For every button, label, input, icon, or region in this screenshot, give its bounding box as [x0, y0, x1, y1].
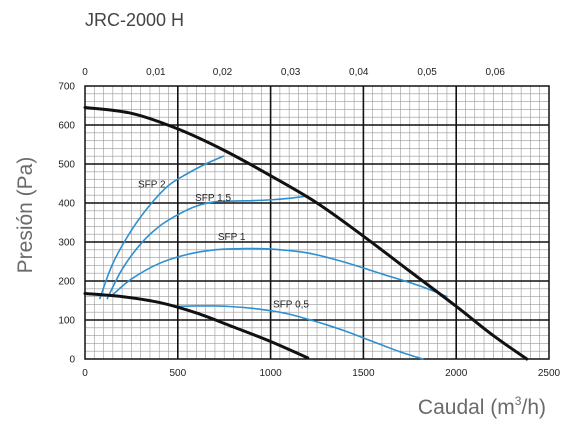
x-tick-label: 1000: [259, 368, 282, 379]
y-axis-title: Presión (Pa): [14, 157, 37, 274]
x-axis-ticks: 0 500 1000 1500 2000 2500: [82, 368, 560, 379]
x-tick-label: 2000: [445, 368, 468, 379]
x-axis-title: Caudal (m3/h): [418, 394, 546, 419]
x-axis-title-end: /h): [521, 396, 546, 419]
sfp-curve-label: SFP 2: [138, 179, 166, 190]
x-tick-label: 500: [169, 368, 186, 379]
x-axis-title-main: Caudal (m: [418, 396, 515, 419]
top-tick-label: 0,04: [349, 67, 369, 78]
sfp-curve-label: SFP 0,5: [273, 300, 309, 311]
plot-frame: [84, 85, 550, 360]
x-axis-title-superscript: 3: [515, 394, 522, 408]
x-tick-label: 0: [82, 368, 88, 379]
y-tick-label: 200: [58, 277, 75, 288]
series-label-layer: SFP 2 SFP 1,5 SFP 1 SFP 0,5: [138, 179, 309, 310]
y-axis-ticks: 0 100 200 300 400 500 600 700: [58, 82, 75, 366]
sfp-curve-line: [177, 305, 424, 360]
y-tick-label: 400: [58, 199, 75, 210]
top-tick-label: 0,01: [146, 67, 166, 78]
y-tick-label: 500: [58, 160, 75, 171]
x-tick-label: 2500: [538, 368, 561, 379]
sfp-curve-label: SFP 1,5: [195, 193, 231, 204]
sfp-curve-label: SFP 1: [218, 232, 246, 243]
y-tick-label: 300: [58, 238, 75, 249]
y-tick-label: 600: [58, 121, 75, 132]
series-layer: [83, 105, 529, 361]
top-axis-ticks: 0 0,01 0,02 0,03 0,04 0,05 0,06: [82, 67, 505, 78]
y-tick-label: 100: [58, 316, 75, 327]
fan-curve-line: [83, 105, 529, 361]
top-tick-label: 0: [82, 67, 88, 78]
top-tick-label: 0,02: [213, 67, 233, 78]
top-tick-label: 0,06: [485, 67, 505, 78]
fan-curve-line: [83, 291, 310, 360]
y-tick-label: 0: [69, 355, 75, 366]
x-tick-label: 1500: [352, 368, 375, 379]
sfp-curve-line: [112, 247, 448, 298]
chart-title: JRC-2000 H: [85, 10, 184, 30]
y-tick-label: 700: [58, 82, 75, 93]
minor-grid: [85, 86, 549, 359]
sfp-curve-line: [106, 195, 309, 300]
top-tick-label: 0,05: [417, 67, 437, 78]
sfp-curve-line: [99, 155, 225, 300]
top-tick-label: 0,03: [281, 67, 301, 78]
